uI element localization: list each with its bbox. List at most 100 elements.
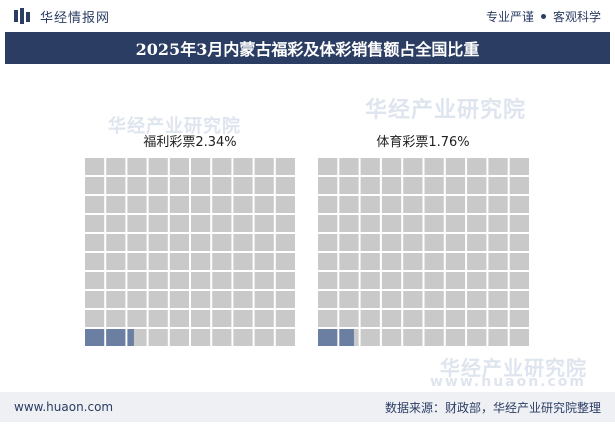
waffle-cell (85, 196, 105, 213)
footer: www.huaon.com 数据来源：财政部，华经产业研究院整理 (0, 392, 615, 422)
waffle-cell (318, 196, 338, 213)
waffle-cell (339, 291, 359, 308)
waffle-cell (360, 234, 380, 251)
brand-name: 华经情报网 (40, 10, 111, 26)
waffle-cell (318, 234, 338, 251)
waffle-cell (360, 158, 380, 175)
waffle-cell (127, 234, 147, 251)
waffle-cell (467, 215, 487, 232)
waffle-cell (212, 196, 232, 213)
waffle-cell (233, 215, 253, 232)
waffle-cell (106, 177, 126, 194)
waffle-cell (148, 234, 168, 251)
waffle-cell (488, 215, 508, 232)
waffle-cell (191, 158, 211, 175)
waffle-cell (212, 253, 232, 270)
chart-title: 2025年3月内蒙古福彩及体彩销售额占全国比重 (5, 32, 610, 64)
waffle-cell (445, 234, 466, 251)
waffle-cell (381, 196, 402, 213)
watermark-text: 华经产业研究院 (108, 116, 241, 137)
waffle-cell (403, 158, 423, 175)
waffle-cell (212, 234, 232, 251)
waffle-cell (212, 272, 232, 289)
waffle-cell (275, 215, 295, 232)
waffle-cell (85, 177, 105, 194)
waffle-cell (212, 291, 232, 308)
waffle-cell-filled (106, 329, 126, 346)
waffle-cell (275, 310, 295, 327)
waffle-cell (424, 234, 444, 251)
waffle-cell (403, 310, 423, 327)
waffle-cell (424, 253, 444, 270)
waffle-cell (403, 329, 423, 346)
waffle-cell (169, 253, 189, 270)
waffle-cell (509, 310, 529, 327)
waffle-cell (445, 196, 466, 213)
waffle-cell (148, 177, 168, 194)
waffle-cell (212, 177, 232, 194)
waffle-cell (467, 272, 487, 289)
waffle-cell (275, 158, 295, 175)
waffle-cell (127, 158, 147, 175)
waffle-cell (424, 215, 444, 232)
waffle-cell-filled (318, 329, 338, 346)
waffle-cell (509, 215, 529, 232)
waffle-cell (360, 196, 380, 213)
slogan-right: 客观科学 (552, 9, 601, 24)
waffle-cell (275, 329, 295, 346)
waffle-cell (85, 310, 105, 327)
waffle-cell (106, 253, 126, 270)
slogan-left: 专业严谨 (485, 9, 534, 24)
waffle-cell (106, 310, 126, 327)
waffle-cell (254, 291, 274, 308)
huajing-logo-icon (14, 8, 30, 24)
waffle-cell (488, 177, 508, 194)
waffle-cell (360, 291, 380, 308)
waffle-cell (509, 291, 529, 308)
waffle-cell (381, 177, 402, 194)
waffle-cell (275, 272, 295, 289)
waffle-cell (169, 272, 189, 289)
waffle-cell (424, 272, 444, 289)
waffle-cell (212, 158, 232, 175)
waffle-cell (488, 253, 508, 270)
waffle-cell (127, 291, 147, 308)
waffle-cell (169, 329, 189, 346)
waffle-cell (339, 215, 359, 232)
waffle-cell (212, 329, 232, 346)
waffle-cell (233, 234, 253, 251)
waffle-cell (403, 272, 423, 289)
waffle-cell (318, 253, 338, 270)
waffle-cell (127, 310, 147, 327)
waffle-cell (381, 215, 402, 232)
waffle-cell (381, 253, 402, 270)
waffle-cell (191, 215, 211, 232)
waffle-cell (106, 234, 126, 251)
waffle-cell (339, 196, 359, 213)
waffle-cell (424, 329, 444, 346)
waffle-cell (467, 196, 487, 213)
waffle-cell (381, 158, 402, 175)
waffle-cell (488, 158, 508, 175)
waffle-cell (339, 272, 359, 289)
waffle-cell (318, 215, 338, 232)
top-bar: 华经情报网 专业严谨 客观科学 (0, 0, 615, 32)
waffle-cell (509, 196, 529, 213)
waffle-cell (254, 310, 274, 327)
waffle-cell (467, 234, 487, 251)
waffle-cell (445, 158, 466, 175)
watermark-text: 华经产业研究院 (440, 356, 587, 380)
waffle-cell (488, 272, 508, 289)
waffle-cell (85, 158, 105, 175)
waffle-cell (127, 253, 147, 270)
waffle-cell (424, 158, 444, 175)
waffle-cell (233, 310, 253, 327)
waffle-cell (403, 234, 423, 251)
waffle-cell (169, 215, 189, 232)
waffle-cell (509, 158, 529, 175)
waffle-cell (254, 272, 274, 289)
waffle-cell (212, 215, 232, 232)
waffle-cell (127, 177, 147, 194)
footer-url: www.huaon.com (14, 400, 114, 414)
